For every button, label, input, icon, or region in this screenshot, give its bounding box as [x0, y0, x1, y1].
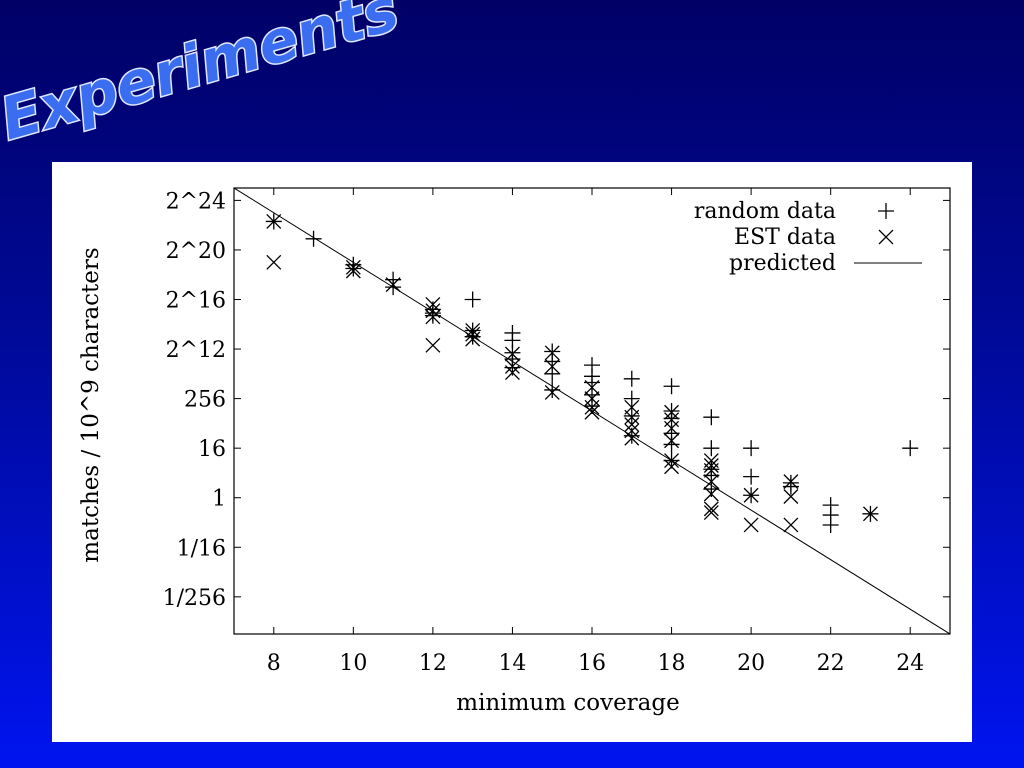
est-data-point [465, 331, 481, 347]
random-data-point [623, 370, 640, 387]
x-tick-label: 24 [896, 651, 924, 676]
slide-title-text: Experiments [0, 0, 406, 153]
random-data-point [663, 436, 680, 453]
y-tick-label: 2^24 [166, 189, 226, 214]
y-tick-label: 1 [212, 487, 226, 512]
y-tick-label: 256 [184, 388, 226, 413]
est-data-point [783, 474, 799, 490]
x-tick-label: 12 [419, 651, 447, 676]
est-data-point [345, 263, 361, 279]
random-data-point [544, 365, 561, 382]
est-data-point [743, 517, 759, 533]
est-data-point [664, 420, 680, 436]
est-data-point [624, 417, 640, 433]
x-tick-label: 8 [267, 651, 281, 676]
est-data-point [664, 433, 680, 449]
est-data-point [862, 506, 878, 522]
random-data-point [743, 440, 760, 457]
est-data-point [664, 404, 680, 420]
y-axis-title: matches / 10^9 characters [78, 247, 104, 562]
legend-label: EST data [734, 225, 836, 250]
scatter-chart: 8 10 12 14 16 18 20 22 24 2^24 2^20 2^16 2^12 256 16 1 1… [78, 187, 951, 716]
x-tick-label: 18 [658, 651, 686, 676]
slide-title: Experiments [0, 0, 407, 155]
legend-label: random data [694, 199, 836, 224]
est-data-point [703, 463, 719, 478]
est-data-point [584, 399, 600, 415]
y-tick-label: 2^12 [166, 338, 226, 363]
x-axis-title: minimum coverage [456, 690, 679, 716]
est-data-point [624, 430, 640, 446]
est-data-point [544, 384, 560, 400]
random-data-point [703, 409, 720, 426]
est-data-point [425, 337, 441, 353]
est-data-point [783, 517, 799, 533]
x-tick-label: 16 [578, 651, 606, 676]
random-data-point [345, 260, 362, 277]
random-data-point [703, 440, 720, 457]
est-data-point [345, 259, 361, 275]
est-data-point [544, 358, 560, 374]
predicted-line [234, 188, 950, 634]
random-data-point [663, 378, 680, 395]
est-data-point [703, 458, 719, 473]
est-data-point [703, 505, 719, 521]
y-tick-label: 1/16 [177, 536, 226, 561]
est-data-point [504, 358, 520, 374]
random-data-point [623, 407, 640, 424]
est-data-point [465, 326, 481, 342]
plot-panel: 8 10 12 14 16 18 20 22 24 2^24 2^20 2^16 2^12 256 16 1 1… [52, 162, 972, 742]
est-data-point [624, 409, 640, 425]
est-data-series [266, 213, 878, 533]
est-data-point [266, 213, 282, 229]
est-data-point [544, 345, 560, 361]
plot-area [234, 188, 950, 634]
est-data-point [703, 501, 719, 517]
x-tick-label: 14 [498, 651, 526, 676]
legend-label: predicted [729, 251, 836, 276]
est-data-point [504, 365, 520, 381]
y-tick-label: 2^20 [166, 239, 226, 264]
est-data-point [385, 277, 401, 293]
y-tick-label: 1/256 [163, 586, 226, 611]
random-data-point [902, 440, 919, 457]
random-data-point [822, 516, 839, 533]
est-data-point [624, 423, 640, 439]
y-tick-label: 2^16 [166, 289, 226, 314]
est-data-point [703, 486, 719, 502]
est-data-point [703, 474, 719, 490]
est-data-point [425, 309, 441, 325]
x-tick-label: 20 [737, 651, 765, 676]
est-data-point [743, 487, 759, 503]
random-data-point [623, 390, 640, 407]
random-data-point [305, 230, 322, 247]
est-data-point [783, 489, 799, 504]
est-data-point [664, 459, 680, 475]
x-tick-label: 10 [339, 651, 367, 676]
est-data-point [878, 229, 894, 245]
est-data-point [584, 380, 600, 395]
random-data-point [464, 291, 481, 308]
x-tick-label: 22 [817, 651, 845, 676]
random-data-point [743, 468, 760, 485]
y-tick-label: 16 [198, 437, 226, 462]
random-data-point [878, 203, 894, 219]
est-data-point [266, 254, 282, 270]
